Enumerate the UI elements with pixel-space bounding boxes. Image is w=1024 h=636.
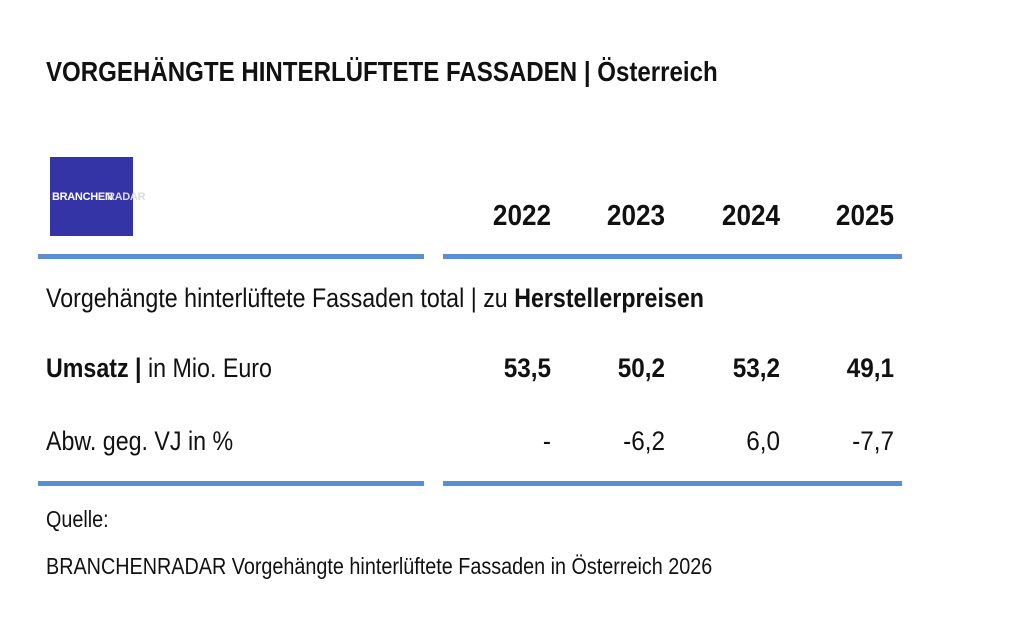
- section: Vorgehängte hinterlüftete Fassaden total…: [46, 285, 704, 312]
- cell: 50,2: [617, 353, 665, 383]
- cell: 53,2: [732, 353, 780, 383]
- source-label: Quelle:: [46, 506, 109, 532]
- cell: -6,2: [623, 426, 665, 456]
- section-bold: Herstellerpreisen: [514, 283, 704, 313]
- cell: 53,5: [503, 353, 551, 383]
- row-label-text: in Mio. Euro: [148, 353, 272, 383]
- title-rest: Österreich: [597, 56, 718, 87]
- title: VORGEHÄNGTE HINTERLÜFTETE FASSADEN | Öst…: [46, 58, 718, 86]
- cell: -: [542, 426, 551, 456]
- col-header: 2022: [492, 200, 551, 232]
- cell: 6,0: [746, 426, 780, 456]
- rule: [443, 254, 902, 259]
- cell: -7,7: [852, 426, 894, 456]
- title-bold: VORGEHÄNGTE HINTERLÜFTETE FASSADEN |: [46, 56, 591, 87]
- logo-part2: RADAR: [107, 191, 146, 203]
- row-label: Umsatz | in Mio. Euro: [46, 355, 272, 382]
- rule: [443, 481, 902, 486]
- cell: 49,1: [846, 353, 894, 383]
- source-text: BRANCHENRADAR Vorgehängte hinterlüftete …: [46, 553, 713, 579]
- rule: [38, 254, 424, 259]
- logo-part1: BRANCHEN: [52, 191, 113, 203]
- logo: BRANCHEN RADAR: [50, 157, 146, 236]
- row-label: Abw. geg. VJ in %: [46, 426, 234, 456]
- section-text: Vorgehängte hinterlüftete Fassaden total…: [46, 283, 508, 313]
- row-label-bold: Umsatz |: [46, 353, 142, 383]
- col-header: 2025: [835, 200, 894, 232]
- col-header: 2023: [606, 200, 665, 232]
- rule: [38, 481, 424, 486]
- col-header: 2024: [721, 200, 780, 232]
